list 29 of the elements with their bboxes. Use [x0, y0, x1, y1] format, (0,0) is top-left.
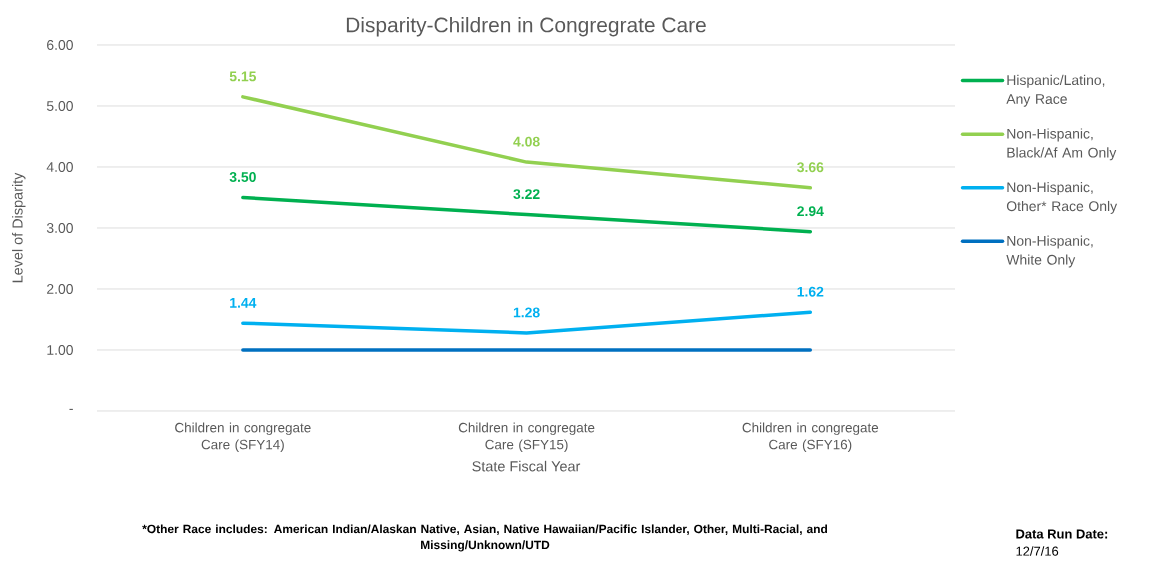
text: Data Run Date:	[1016, 529, 1108, 539]
y-tick-label: -	[69, 408, 73, 410]
data-label: 3.50	[229, 172, 256, 182]
text: *Other Race includes: American Indian/Alaskan Native, Asian, Native Hawaiian/Pacific Islander, Other, Multi-Racial, and Missing/Unknown/UTD	[142, 524, 828, 552]
data-label: 4.08	[513, 136, 540, 147]
data-label: 3.66	[797, 162, 824, 173]
data-label: 2.94	[797, 206, 824, 217]
data-label: 1.62	[797, 286, 824, 297]
legend-label: Hispanic/Latino, Any Race	[1006, 74, 1105, 107]
x-tick-label: Children in congregate Care (SFY15)	[458, 422, 595, 452]
legend-label: Non-Hispanic, White Only	[1006, 235, 1093, 268]
y-tick-label: 4.00	[46, 162, 73, 172]
text: 12/7/16	[1016, 546, 1059, 556]
y-tick-label: 2.00	[47, 284, 73, 294]
y-tick-label: 3.00	[46, 223, 73, 233]
legend-label: Non-Hispanic, Black/Af Am Only	[1007, 128, 1117, 161]
x-tick-label: Children in congregate Care (SFY16)	[742, 422, 879, 452]
y-tick-label: 6.00	[47, 40, 73, 50]
data-label: 3.22	[513, 189, 540, 200]
data-label: 1.44	[230, 298, 257, 308]
legend-label: Non-Hispanic, Other* Race Only	[1006, 181, 1118, 214]
y-tick-label: 1.00	[47, 345, 73, 355]
chart-title: Disparity-Children in Congregrate Care	[346, 17, 706, 37]
y-tick-label: 5.00	[46, 101, 73, 111]
x-axis-title: State Fiscal Year	[472, 460, 581, 472]
y-axis-title: Level of Disparity	[12, 172, 26, 283]
x-tick-label: Children in congregate Care (SFY14)	[175, 422, 311, 452]
data-label: 5.15	[229, 71, 257, 82]
data-label: 1.28	[513, 307, 540, 318]
